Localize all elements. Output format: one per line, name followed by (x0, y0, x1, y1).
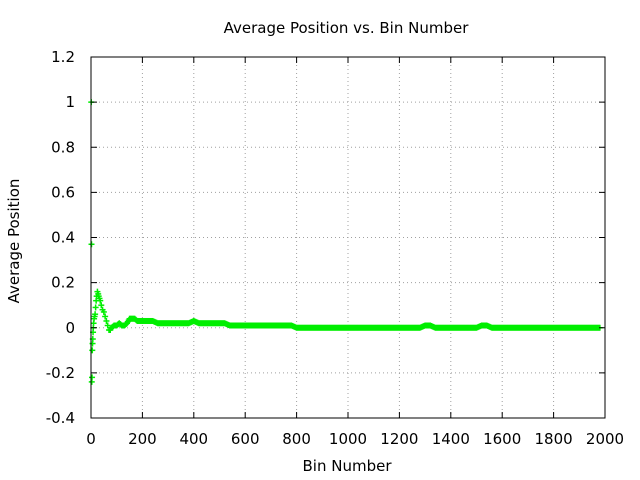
data-point (89, 374, 96, 381)
x-tick-label: 200 (128, 430, 157, 448)
x-tick-label: 1800 (535, 430, 573, 448)
y-tick-label: 0.8 (51, 138, 75, 156)
data-point (92, 311, 99, 318)
x-tick-label: 1200 (380, 430, 418, 448)
x-axis-title: Bin Number (303, 457, 393, 475)
x-tick-label: 2000 (586, 430, 624, 448)
y-tick-label: 0.6 (51, 183, 75, 201)
x-tick-label: 1000 (329, 430, 367, 448)
y-tick-label: 0.2 (51, 274, 75, 292)
x-tick-label: 800 (282, 430, 311, 448)
y-axis-title: Average Position (5, 179, 23, 304)
data-series (88, 99, 603, 385)
grid-lines (91, 57, 605, 418)
data-point (103, 317, 110, 324)
y-tick-label: 1 (65, 93, 75, 111)
y-tick-label: -0.4 (46, 409, 75, 427)
x-tick-label: 0 (86, 430, 96, 448)
data-point (92, 304, 99, 311)
chart-title: Average Position vs. Bin Number (224, 19, 470, 37)
data-point (88, 241, 95, 248)
x-tick-label: 400 (179, 430, 208, 448)
data-point (104, 322, 111, 329)
data-point (89, 347, 96, 354)
y-tick-label: 0.4 (51, 229, 75, 247)
axis-ticks: 0 200 400 600 800 1000 1200 1400 1600 1800 2000 -0.… (46, 48, 624, 448)
y-tick-label: 1.2 (51, 48, 75, 66)
data-point (102, 313, 109, 320)
data-point (97, 297, 104, 304)
x-tick-label: 600 (231, 430, 260, 448)
y-tick-label: -0.2 (46, 364, 75, 382)
x-tick-label: 1400 (432, 430, 470, 448)
x-tick-label: 1600 (483, 430, 521, 448)
y-tick-label: 0 (65, 319, 75, 337)
data-point (98, 302, 105, 309)
data-point (100, 308, 107, 315)
